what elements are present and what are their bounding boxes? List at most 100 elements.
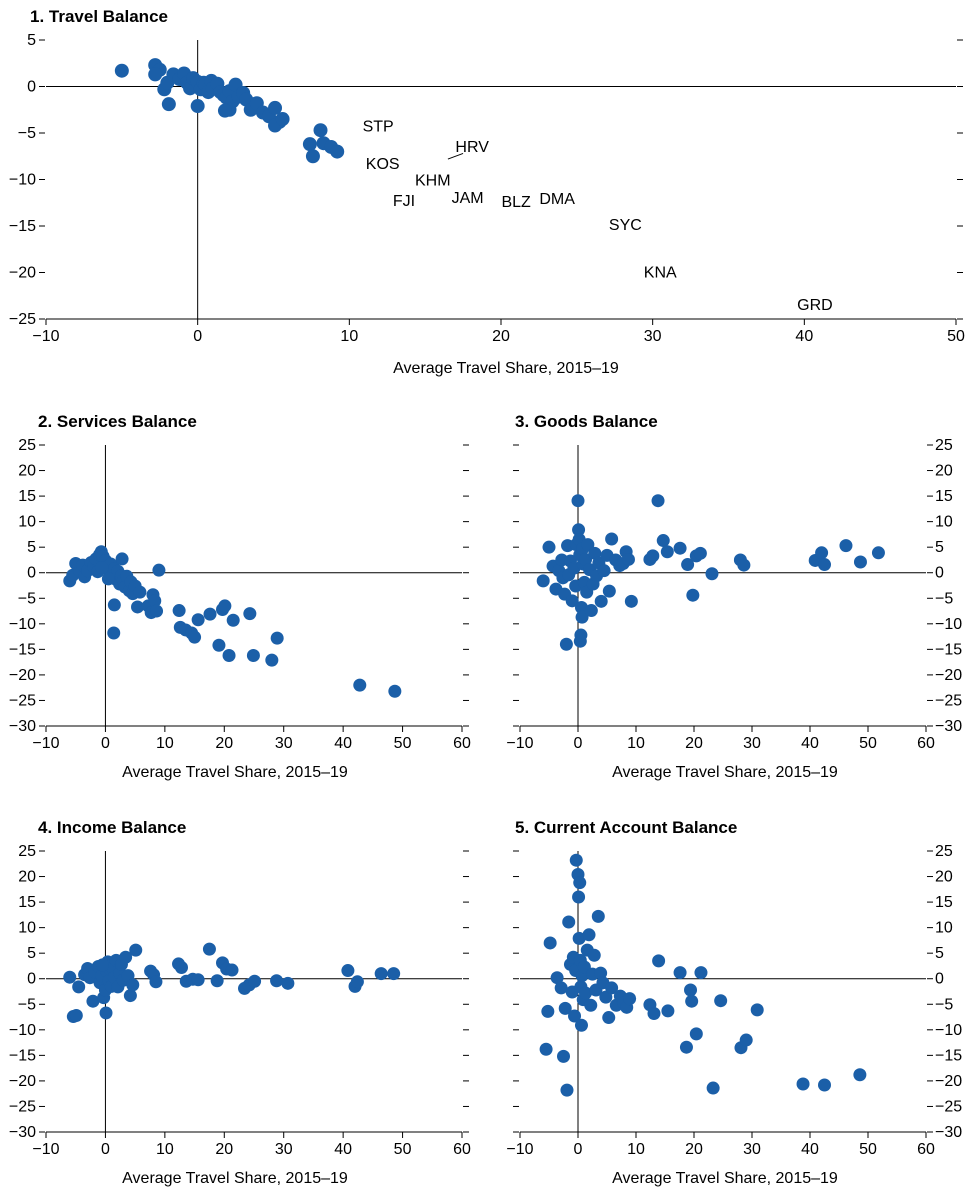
y-tick-label: −5 [18, 125, 36, 142]
y-tick-label: −25 [9, 311, 36, 328]
y-tick-label: 15 [935, 488, 953, 505]
x-tick-label: 60 [453, 735, 471, 752]
y-tick-label: 15 [935, 894, 953, 911]
y-tick-label: 5 [935, 945, 944, 962]
panel-title: 5. Current Account Balance [515, 818, 737, 837]
y-tick-label: −30 [9, 1124, 36, 1141]
y-tick-label: −20 [9, 1073, 36, 1090]
data-point [374, 967, 388, 981]
data-point [341, 964, 355, 978]
panel-travel-balance: 1. Travel Balance Average Travel Share, … [9, 7, 965, 377]
data-point [161, 97, 176, 112]
y-tick-label: −30 [935, 718, 962, 735]
data-point [853, 555, 867, 569]
data-point [126, 978, 140, 992]
y-tick-label: 10 [935, 514, 953, 531]
data-point [210, 974, 224, 988]
data-point [694, 966, 708, 980]
data-point [853, 1068, 867, 1082]
data-point [305, 149, 320, 164]
data-point [150, 604, 164, 618]
x-tick-label: 10 [340, 328, 358, 345]
data-point [99, 1006, 113, 1020]
data-point [313, 123, 328, 138]
data-point [605, 532, 619, 546]
panel-title: 4. Income Balance [38, 818, 186, 837]
y-tick-label: −15 [935, 1047, 962, 1064]
x-tick-label: 40 [334, 1141, 352, 1158]
y-tick-label: 15 [18, 894, 36, 911]
data-point [582, 928, 596, 942]
data-point [818, 1078, 831, 1092]
data-point [246, 648, 260, 662]
data-point [226, 613, 240, 627]
y-tick-label: −10 [9, 1022, 36, 1039]
data-point [651, 494, 665, 508]
data-point [673, 541, 687, 555]
x-tick-label: 0 [574, 1141, 583, 1158]
data-point [353, 678, 367, 692]
data-point [871, 546, 885, 560]
data-point [550, 971, 564, 985]
data-point [705, 567, 719, 581]
data-point [660, 545, 674, 559]
x-tick-label: −10 [32, 735, 59, 752]
country-label: BLZ [501, 194, 531, 211]
y-tick-label: −20 [9, 667, 36, 684]
data-point [123, 989, 137, 1003]
x-tick-label: 20 [215, 735, 233, 752]
y-tick-label: −30 [935, 1124, 962, 1141]
data-point [539, 1042, 553, 1056]
data-point [72, 980, 86, 994]
data-point [579, 986, 593, 1000]
data-point [268, 100, 283, 115]
data-point [188, 630, 202, 644]
data-point [646, 549, 660, 563]
x-tick-label: 10 [627, 735, 645, 752]
country-label: DMA [539, 191, 575, 208]
x-tick-label: 40 [795, 328, 813, 345]
x-tick-label: 20 [685, 735, 703, 752]
y-tick-label: 0 [27, 565, 36, 582]
data-point [543, 936, 557, 950]
data-point [587, 948, 601, 962]
data-point [86, 994, 100, 1008]
y-tick-label: −5 [18, 590, 36, 607]
data-point [243, 607, 257, 621]
x-tick-label: 60 [453, 1141, 471, 1158]
x-tick-label: 10 [156, 1141, 174, 1158]
data-point [119, 950, 133, 964]
y-tick-label: −10 [935, 616, 962, 633]
x-tick-label: 10 [156, 735, 174, 752]
y-tick-label: 20 [935, 463, 953, 480]
data-point [571, 494, 585, 508]
x-tick-label: 0 [193, 328, 202, 345]
y-tick-label: −5 [18, 996, 36, 1013]
data-point [541, 1004, 555, 1018]
data-point [115, 552, 129, 566]
data-point [265, 653, 279, 667]
data-point [270, 631, 284, 645]
y-tick-label: −20 [9, 265, 36, 282]
x-axis-label: Average Travel Share, 2015–19 [122, 764, 348, 781]
data-point [388, 684, 402, 698]
panel-services-balance: 2. Services Balance Average Travel Share… [9, 412, 471, 781]
data-point [270, 974, 284, 988]
data-point [69, 1009, 83, 1023]
y-tick-label: −10 [9, 616, 36, 633]
panel-title: 2. Services Balance [38, 412, 197, 431]
data-point [131, 600, 145, 614]
x-tick-label: 0 [101, 735, 110, 752]
y-tick-label: 25 [935, 843, 953, 860]
data-point [63, 970, 77, 984]
data-point [685, 994, 699, 1008]
x-tick-label: 50 [394, 735, 412, 752]
y-tick-label: 10 [935, 920, 953, 937]
x-tick-label: −10 [32, 328, 59, 345]
x-tick-label: 60 [917, 1141, 935, 1158]
y-tick-label: −10 [935, 1022, 962, 1039]
data-point [542, 540, 556, 554]
x-tick-label: −10 [506, 1141, 533, 1158]
data-point [129, 943, 143, 957]
data-point [574, 600, 588, 614]
